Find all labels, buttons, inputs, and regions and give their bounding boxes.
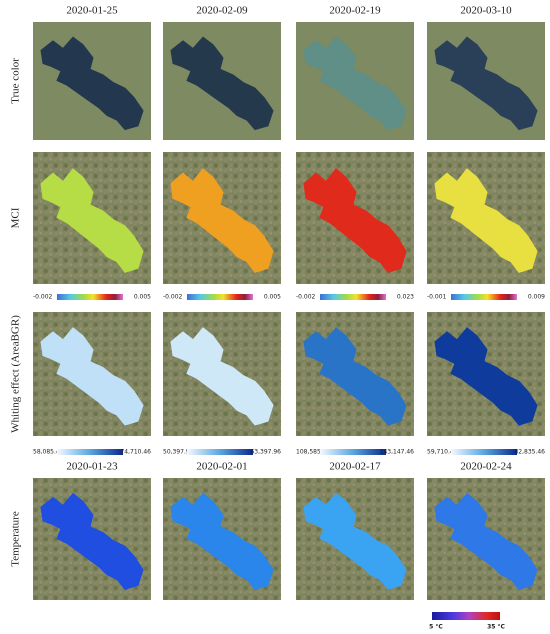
colorbar-max: 0.023: [397, 294, 414, 301]
image-panel: [296, 312, 414, 436]
colorbar: [451, 294, 517, 300]
lake: [170, 492, 274, 590]
colorbar-min: -0.002: [33, 294, 53, 301]
lake: [434, 36, 538, 131]
lake: [434, 492, 538, 590]
column-date: 2020-03-10: [460, 5, 512, 17]
legend-max: 35 °C: [487, 624, 505, 631]
image-panel: [163, 478, 281, 600]
colorbar-min: 108,585.46: [296, 449, 331, 456]
image-panel: [33, 22, 151, 141]
lake: [303, 168, 407, 273]
lake: [303, 327, 407, 426]
image-panel: [33, 478, 151, 600]
lake: [40, 327, 144, 426]
colorbar: [451, 449, 517, 455]
colorbar-min: -0.002: [296, 294, 316, 301]
colorbar-min: 58,085.46: [33, 449, 64, 456]
row-label: True color: [10, 58, 22, 104]
image-panel: [296, 152, 414, 284]
row-label: Temperature: [10, 511, 22, 567]
colorbar-min: 59,710.46: [427, 449, 458, 456]
image-panel: [163, 312, 281, 436]
lake: [303, 492, 407, 590]
colorbar-min: 50,397.96: [163, 449, 194, 456]
colorbar: [320, 449, 386, 455]
colorbar-max: 143,147.46: [380, 449, 415, 456]
lake: [170, 327, 274, 426]
image-panel: [296, 478, 414, 600]
lake: [40, 492, 144, 590]
image-panel: [33, 312, 151, 436]
image-panel: [427, 312, 545, 436]
colorbar: [187, 294, 253, 300]
colorbar: [57, 294, 123, 300]
image-panel: [33, 152, 151, 284]
colorbar: [187, 449, 253, 455]
colorbar-min: -0.001: [427, 294, 447, 301]
colorbar-max: 0.009: [528, 294, 545, 301]
lake: [303, 36, 407, 131]
legend-min: 5 °C: [429, 624, 443, 631]
lake: [40, 168, 144, 273]
colorbar-max: 82,835.46: [514, 449, 545, 456]
lake: [170, 168, 274, 273]
column-date: 2020-01-23: [66, 461, 118, 473]
colorbar-min: -0.002: [163, 294, 183, 301]
lake: [434, 327, 538, 426]
image-panel: [296, 22, 414, 141]
column-date: 2020-02-09: [196, 5, 248, 17]
colorbar-max: 74,710.46: [120, 449, 151, 456]
lake: [170, 36, 274, 131]
image-panel: [163, 152, 281, 284]
image-panel: [427, 152, 545, 284]
colorbar-max: 0.005: [134, 294, 151, 301]
lake: [40, 36, 144, 131]
column-date: 2020-02-01: [196, 461, 247, 473]
colorbar-max: 63,397.96: [250, 449, 281, 456]
image-panel: [427, 22, 545, 141]
column-date: 2020-02-19: [329, 5, 381, 17]
image-panel: [163, 22, 281, 141]
column-date: 2020-02-24: [460, 461, 512, 473]
temperature-legend: [432, 612, 500, 620]
row-label: Whiting effect (AreaBGR): [10, 315, 22, 433]
image-panel: [427, 478, 545, 600]
colorbar: [57, 449, 123, 455]
column-date: 2020-01-25: [66, 5, 118, 17]
row-label: MCI: [10, 207, 22, 228]
column-date: 2020-02-17: [329, 461, 381, 473]
colorbar-max: 0.005: [264, 294, 281, 301]
colorbar: [320, 294, 386, 300]
lake: [434, 168, 538, 273]
